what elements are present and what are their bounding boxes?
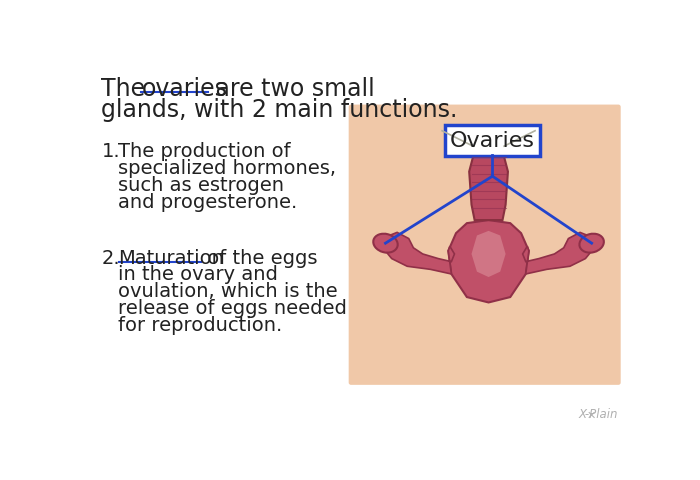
Text: of the eggs: of the eggs	[201, 249, 317, 267]
Polygon shape	[523, 232, 596, 274]
FancyBboxPatch shape	[349, 105, 621, 385]
Text: 2.: 2.	[102, 249, 120, 267]
Text: specialized hormones,: specialized hormones,	[118, 159, 337, 178]
Text: The production of: The production of	[118, 142, 291, 161]
Text: X-Plain: X-Plain	[579, 408, 618, 421]
Polygon shape	[469, 146, 508, 220]
Text: Maturation: Maturation	[118, 249, 225, 267]
Text: ✕: ✕	[587, 411, 596, 421]
Text: glands, with 2 main functions.: glands, with 2 main functions.	[102, 97, 458, 121]
Text: Ovaries: Ovaries	[450, 131, 535, 151]
Ellipse shape	[580, 234, 604, 252]
Text: release of eggs needed: release of eggs needed	[118, 300, 347, 318]
Text: for reproduction.: for reproduction.	[118, 316, 283, 336]
Polygon shape	[382, 232, 454, 274]
Ellipse shape	[373, 234, 398, 252]
Text: are two small: are two small	[208, 77, 375, 101]
Text: 1.: 1.	[102, 142, 120, 161]
Text: ovaries: ovaries	[141, 77, 228, 101]
Polygon shape	[448, 220, 529, 302]
Text: and progesterone.: and progesterone.	[118, 193, 298, 212]
Polygon shape	[472, 231, 505, 277]
FancyBboxPatch shape	[445, 125, 540, 156]
Text: The: The	[102, 77, 153, 101]
Text: such as estrogen: such as estrogen	[118, 176, 284, 195]
Text: in the ovary and: in the ovary and	[118, 265, 279, 285]
Text: ovulation, which is the: ovulation, which is the	[118, 282, 338, 301]
